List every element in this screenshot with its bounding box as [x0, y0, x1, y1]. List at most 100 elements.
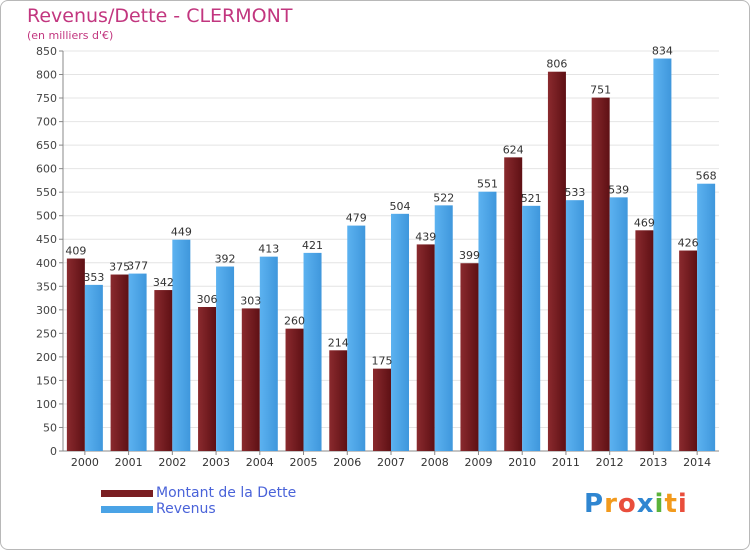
x-tick-label: 2012: [596, 456, 624, 469]
x-tick-label: 2014: [683, 456, 711, 469]
bar-revenus: [347, 225, 366, 451]
bar-revenus: [609, 197, 628, 451]
y-tick-label: 250: [36, 327, 57, 340]
y-tick-label: 50: [43, 421, 57, 434]
logo-letter: o: [617, 489, 637, 519]
bar-dette: [679, 250, 698, 451]
x-tick-label: 2002: [158, 456, 186, 469]
data-label-revenus: 449: [171, 226, 192, 239]
bar-revenus: [303, 252, 322, 451]
x-tick-label: 2006: [333, 456, 361, 469]
bar-revenus: [216, 266, 235, 451]
legend-swatch-dette: [101, 490, 153, 497]
x-tick-label: 2001: [115, 456, 143, 469]
bar-dette: [591, 97, 610, 452]
logo-letter: i: [654, 489, 665, 519]
y-tick-label: 200: [36, 351, 57, 364]
chart-subtitle: (en milliers d'€): [27, 29, 114, 42]
bar-revenus: [522, 205, 541, 451]
y-tick-label: 450: [36, 233, 57, 246]
bar-dette: [547, 71, 566, 452]
bar-dette: [329, 350, 348, 451]
data-label-dette: 260: [284, 315, 305, 328]
data-label-dette: 214: [328, 336, 349, 349]
logo-letter: r: [604, 489, 618, 519]
data-label-dette: 306: [197, 293, 218, 306]
bar-revenus: [565, 200, 584, 451]
legend-label-revenus: Revenus: [156, 501, 216, 517]
y-tick-label: 100: [36, 398, 57, 411]
bar-dette: [416, 244, 435, 451]
data-label-revenus: 353: [83, 271, 104, 284]
bar-dette: [504, 157, 523, 451]
chart-title: Revenus/Dette - CLERMONT: [27, 5, 293, 27]
logo-letter: t: [664, 489, 678, 519]
x-tick-label: 2008: [421, 456, 449, 469]
x-tick-label: 2000: [71, 456, 99, 469]
data-label-dette: 469: [634, 216, 655, 229]
data-label-dette: 624: [503, 143, 524, 156]
data-label-dette: 426: [678, 237, 699, 250]
data-label-dette: 399: [459, 249, 480, 262]
x-tick-label: 2004: [246, 456, 274, 469]
x-tick-label: 2010: [508, 456, 536, 469]
data-label-dette: 806: [546, 58, 567, 71]
bar-revenus: [434, 205, 453, 451]
data-label-revenus: 551: [477, 178, 498, 191]
data-label-revenus: 568: [696, 170, 717, 183]
data-label-dette: 409: [65, 245, 86, 258]
data-label-dette: 751: [590, 84, 611, 97]
data-label-revenus: 539: [608, 183, 629, 196]
bar-dette: [460, 263, 479, 451]
x-tick-label: 2003: [202, 456, 230, 469]
data-label-revenus: 479: [346, 212, 367, 225]
bar-revenus: [391, 213, 409, 451]
x-tick-label: 2005: [290, 456, 318, 469]
x-tick-label: 2013: [639, 456, 667, 469]
bar-dette: [635, 230, 654, 451]
data-label-dette: 342: [153, 276, 174, 289]
y-tick-label: 600: [36, 163, 57, 176]
bar-dette: [241, 308, 260, 451]
bar-revenus: [259, 256, 278, 451]
legend-swatch-revenus: [101, 506, 153, 513]
data-label-revenus: 504: [390, 200, 411, 213]
y-tick-label: 150: [36, 374, 57, 387]
bar-dette: [110, 274, 129, 451]
y-tick-label: 300: [36, 304, 57, 317]
logo-letter: i: [677, 489, 688, 519]
data-label-revenus: 377: [127, 260, 148, 273]
data-label-dette: 439: [415, 230, 436, 243]
data-label-revenus: 521: [521, 192, 542, 205]
y-tick-label: 550: [36, 186, 57, 199]
data-label-revenus: 392: [215, 253, 236, 266]
bar-dette: [285, 328, 304, 451]
bar-revenus: [653, 58, 672, 451]
x-tick-label: 2007: [377, 456, 405, 469]
y-tick-label: 650: [36, 139, 57, 152]
data-label-revenus: 421: [302, 239, 323, 252]
data-label-dette: 175: [372, 355, 393, 368]
y-tick-label: 700: [36, 116, 57, 129]
y-tick-label: 0: [50, 445, 57, 458]
y-tick-label: 800: [36, 69, 57, 82]
x-tick-label: 2009: [464, 456, 492, 469]
data-label-revenus: 533: [564, 186, 585, 199]
legend-label-dette: Montant de la Dette: [156, 485, 297, 501]
bar-revenus: [84, 284, 103, 451]
y-tick-label: 850: [36, 45, 57, 58]
bar-dette: [198, 307, 217, 451]
bar-revenus: [128, 273, 147, 451]
bar-dette: [373, 368, 391, 451]
bar-revenus: [478, 191, 497, 452]
y-tick-label: 400: [36, 257, 57, 270]
bar-revenus: [697, 183, 716, 452]
logo-letter: x: [636, 489, 655, 519]
x-tick-label: 2011: [552, 456, 580, 469]
bar-revenus: [172, 239, 191, 451]
y-tick-label: 500: [36, 210, 57, 223]
bar-dette: [154, 290, 173, 451]
data-label-revenus: 834: [652, 45, 673, 58]
